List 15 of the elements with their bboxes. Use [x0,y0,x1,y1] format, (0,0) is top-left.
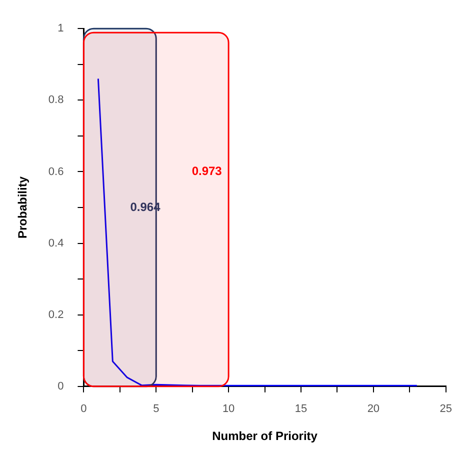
y-axis-title: Probability [16,176,30,239]
band-label: 0.973 [192,164,222,178]
x-tick-label: 5 [153,403,160,416]
y-tick-label: 0.4 [48,237,64,250]
y-tick-label: 1 [58,22,64,35]
x-tick-label: 15 [294,403,308,416]
x-axis-title: Number of Priority [212,429,318,444]
x-tick-label: 10 [222,403,235,416]
y-tick-label: 0.2 [48,308,64,321]
x-tick-label: 0 [80,403,87,416]
x-tick-label: 25 [440,403,452,416]
x-tick-label: 20 [367,403,380,416]
y-tick-label: 0.8 [48,94,64,106]
y-tick-label: 0 [58,380,64,392]
y-tick-label: 0.6 [48,166,64,178]
